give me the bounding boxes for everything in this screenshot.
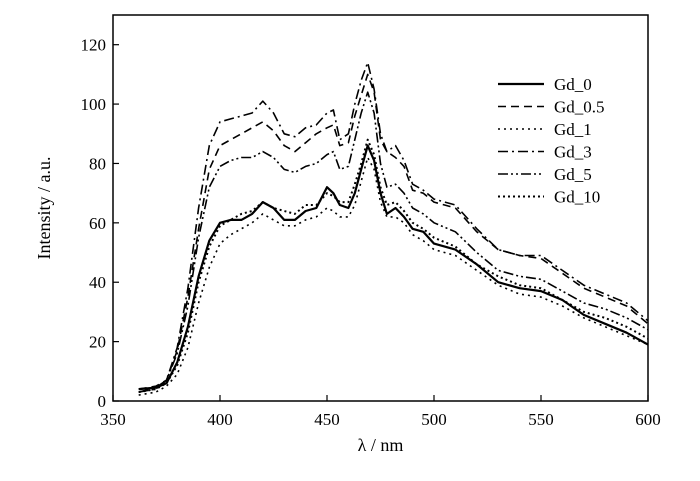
series-layer [138, 61, 649, 396]
series-line-5 [138, 138, 649, 394]
y-tick-label: 100 [81, 95, 107, 114]
tick-layer: 350 400 450 500 550 600 0 20 40 60 80 100 120 [81, 36, 661, 429]
series-line-0 [138, 144, 649, 391]
x-tick-label: 400 [207, 410, 233, 429]
y-axis-label: Intensity / a.u. [34, 157, 54, 260]
x-tick-label: 500 [421, 410, 447, 429]
x-tick-label: 550 [528, 410, 554, 429]
y-tick-label: 40 [89, 273, 106, 292]
series-line-4 [138, 91, 649, 393]
y-tick-label: 20 [89, 333, 106, 352]
legend-label-0: Gd_0 [554, 75, 592, 94]
legend-label-2: Gd_1 [554, 120, 592, 139]
plot-frame [112, 14, 649, 402]
y-tick-label: 120 [81, 36, 107, 55]
x-axis-label: λ / nm [358, 435, 404, 455]
x-tick-label: 600 [635, 410, 661, 429]
legend: Gd_0 Gd_0.5 Gd_1 Gd_3 Gd_5 Gd_10 [498, 75, 605, 207]
legend-label-5: Gd_10 [554, 188, 600, 207]
series-line-1 [138, 73, 649, 390]
legend-label-1: Gd_0.5 [554, 98, 605, 117]
y-tick-label: 80 [89, 154, 106, 173]
legend-label-3: Gd_3 [554, 143, 592, 162]
legend-label-4: Gd_5 [554, 165, 592, 184]
x-tick-label: 350 [100, 410, 126, 429]
y-tick-label: 60 [89, 214, 106, 233]
x-tick-label: 450 [314, 410, 340, 429]
y-tick-label: 0 [98, 392, 107, 411]
